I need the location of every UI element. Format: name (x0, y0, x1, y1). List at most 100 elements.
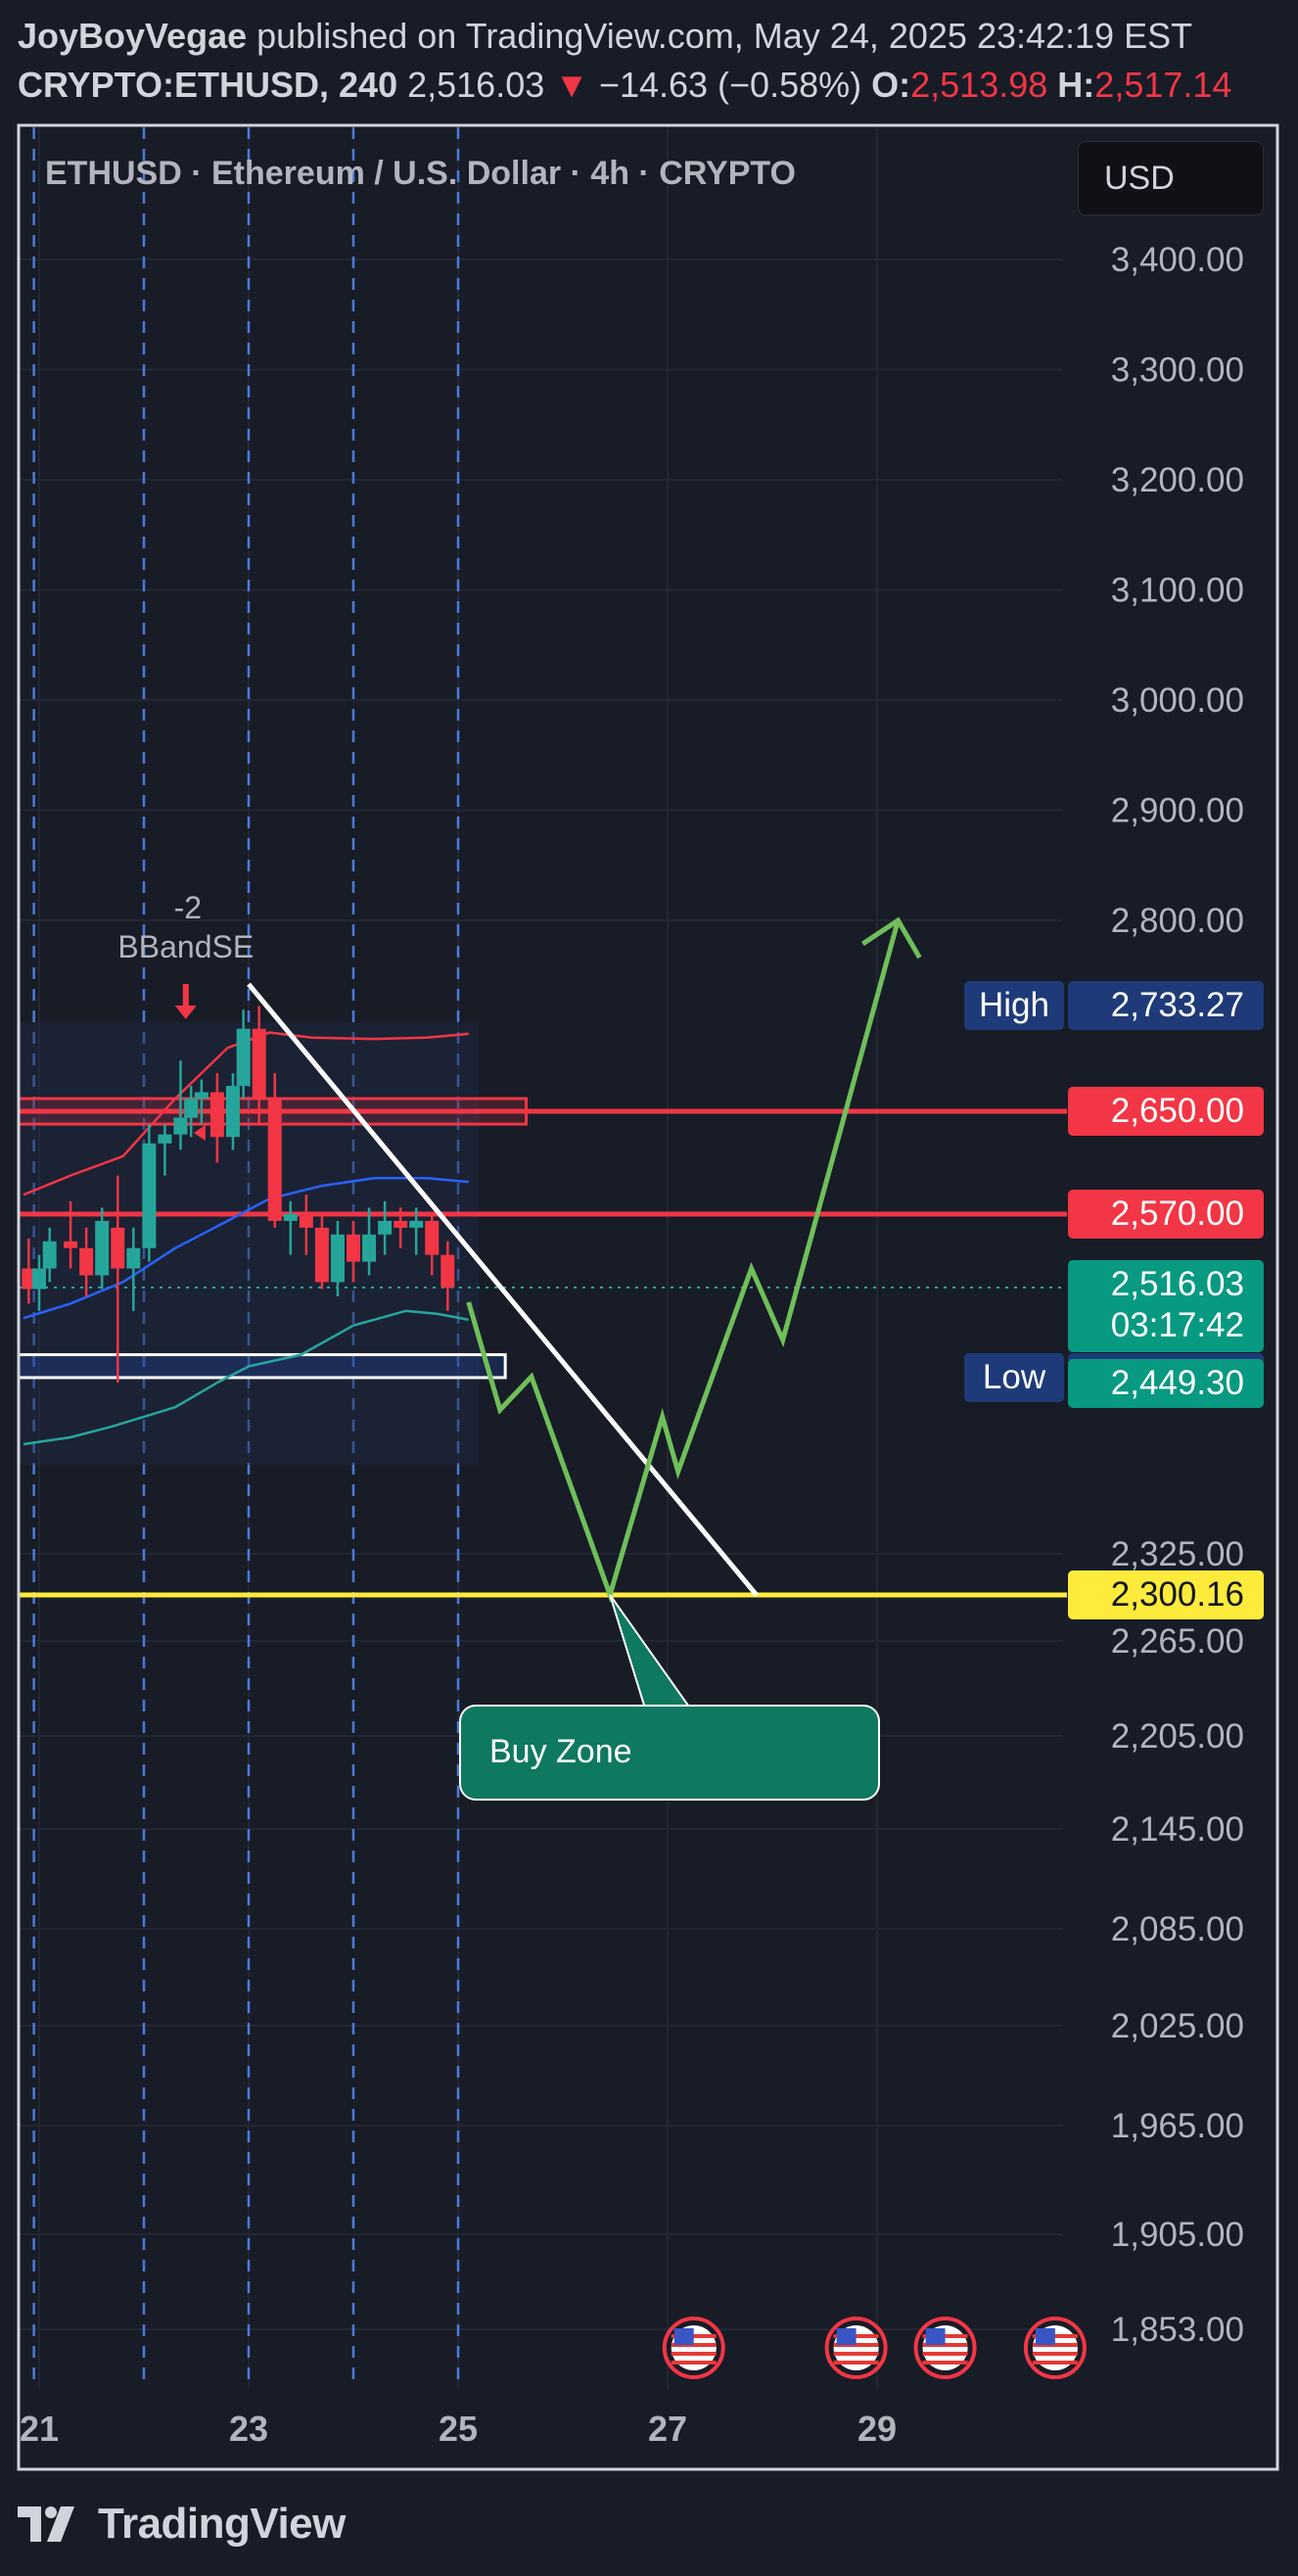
price-tag-value: 2,300.16 (1111, 1575, 1244, 1614)
y-tick-label: 2,800.00 (1111, 902, 1244, 940)
last-price: 2,516.03 (407, 65, 545, 105)
flag-canton (673, 2328, 694, 2345)
y-tick-label: 2,205.00 (1111, 1717, 1244, 1756)
candle-body (236, 1028, 251, 1087)
x-tick-label: 21 (20, 2409, 59, 2449)
y-tick-label: 2,265.00 (1111, 1622, 1244, 1661)
y-tick-label: 3,100.00 (1111, 572, 1244, 610)
y-tick-label: 3,400.00 (1111, 241, 1244, 279)
candle-body (378, 1220, 393, 1235)
y-tick-label: 2,325.00 (1111, 1535, 1244, 1573)
price-tag-prefix: Low (983, 1358, 1046, 1396)
y-tick-label: 3,000.00 (1111, 681, 1244, 720)
price-tag (1068, 1359, 1264, 1408)
flag-stripe (922, 2352, 968, 2356)
signal: -2 BBandSE (117, 890, 254, 1141)
us-flag-icon[interactable] (824, 2317, 888, 2379)
sell-arrow-icon (174, 984, 197, 1019)
price-change: −14.63 (−0.58%) (598, 65, 862, 105)
bollinger-middle (23, 1177, 469, 1320)
candle-body (173, 1117, 188, 1135)
buy-zone-label: Buy Zone (489, 1733, 632, 1770)
open-label: O: (871, 65, 911, 105)
chart-pane-border (17, 123, 1279, 2471)
x-tick-label: 27 (648, 2409, 687, 2449)
currency-button[interactable]: USD (1078, 141, 1264, 215)
candles (22, 1006, 455, 1383)
published-text: published on TradingView.com, May 24, 20… (256, 16, 1193, 56)
price-tag (1068, 1190, 1264, 1239)
candle-body (142, 1143, 157, 1248)
flag-canton (1035, 2328, 1055, 2345)
y-axis[interactable]: 3,400.00 3,300.00 3,200.00 3,100.00 3,000.00… (1111, 241, 1244, 2349)
candle-body (347, 1234, 360, 1262)
arrowhead-icon (861, 916, 922, 960)
candle-body (22, 1268, 36, 1289)
y-tick-label: 2,085.00 (1111, 1910, 1244, 1948)
symbol-interval: CRYPTO:ETHUSD, 240 (18, 65, 398, 105)
flag-stripe (671, 2361, 717, 2365)
candle-body (314, 1227, 329, 1283)
signal-name: BBandSE (117, 929, 254, 964)
symbol-title: ETHUSD · Ethereum / U.S. Dollar · 4h · C… (45, 155, 796, 192)
y-tick-label: 2,145.00 (1111, 1810, 1244, 1849)
band-shade (19, 1022, 480, 1466)
candle-body (409, 1220, 424, 1228)
signal-pointer-icon (193, 1125, 206, 1141)
us-flag-icon[interactable] (1023, 2317, 1087, 2379)
candle-body (299, 1214, 313, 1228)
price-tag-prefix-bg (964, 1353, 1064, 1402)
y-tick-label: 3,300.00 (1111, 351, 1244, 390)
flag-stripe (1032, 2352, 1078, 2356)
price-labels: 2,733.27 High 2,650.00 2,570.00 2,516.0303:1… (964, 981, 1264, 1619)
signal-count: -2 (174, 890, 202, 925)
buy-zone-callout[interactable]: Buy Zone (459, 1594, 880, 1801)
x-tick-label: 23 (229, 2409, 268, 2449)
flag-canton (836, 2328, 857, 2345)
candle-body (184, 1099, 199, 1118)
price-tag (1068, 1087, 1264, 1136)
candle-body (330, 1234, 345, 1283)
author-name[interactable]: JoyBoyVegae (18, 16, 248, 56)
candle-body (111, 1227, 125, 1269)
projection[interactable] (466, 916, 922, 1604)
y-tick-label: 1,965.00 (1111, 2107, 1244, 2145)
trendline[interactable] (247, 982, 759, 1597)
y-tick-label: 2,025.00 (1111, 2007, 1244, 2045)
candle-body (42, 1241, 57, 1269)
candle-body (267, 1099, 282, 1221)
us-flag-icon[interactable] (662, 2317, 725, 2379)
price-tag (1068, 1260, 1264, 1352)
price-tag (1068, 1570, 1264, 1619)
candle-body (126, 1247, 141, 1269)
high-value: 2,517.14 (1094, 65, 1232, 105)
quote-line: CRYPTO:ETHUSD, 240 2,516.03 ▼ −14.63 (−0… (18, 65, 1231, 106)
bollinger-lower (23, 1309, 469, 1446)
flag-stripe (1032, 2361, 1078, 2365)
price-tag-value: 2,733.27 (1111, 986, 1244, 1024)
candle-body (32, 1268, 46, 1289)
price-tag-value: 2,449.30 (1111, 1364, 1244, 1402)
candle-body (225, 1086, 240, 1138)
event-flags[interactable] (662, 2317, 1087, 2379)
candle-body (64, 1241, 78, 1248)
down-arrow-icon: ▼ (554, 65, 589, 105)
x-axis[interactable]: 21 23 25 27 29 (20, 2409, 897, 2449)
footer: TradingView (18, 2495, 346, 2553)
candle-body (394, 1220, 408, 1228)
open-value: 2,513.98 (910, 65, 1048, 105)
support-zone (17, 1353, 507, 1380)
downtrend-line (247, 982, 759, 1597)
us-flag-icon[interactable] (913, 2317, 977, 2379)
candle-body (95, 1220, 110, 1276)
publish-header: JoyBoyVegae published on TradingView.com… (0, 0, 1298, 122)
flag-stripe (671, 2352, 717, 2356)
grid (19, 127, 1062, 2389)
candle-body (362, 1234, 377, 1262)
flag-stripe (833, 2352, 879, 2356)
x-tick-label: 25 (439, 2409, 478, 2449)
flag-canton (925, 2328, 946, 2345)
price-tag-value: 2,516.03 (1111, 1265, 1244, 1303)
price-tag-value: 2,650.00 (1111, 1092, 1244, 1130)
